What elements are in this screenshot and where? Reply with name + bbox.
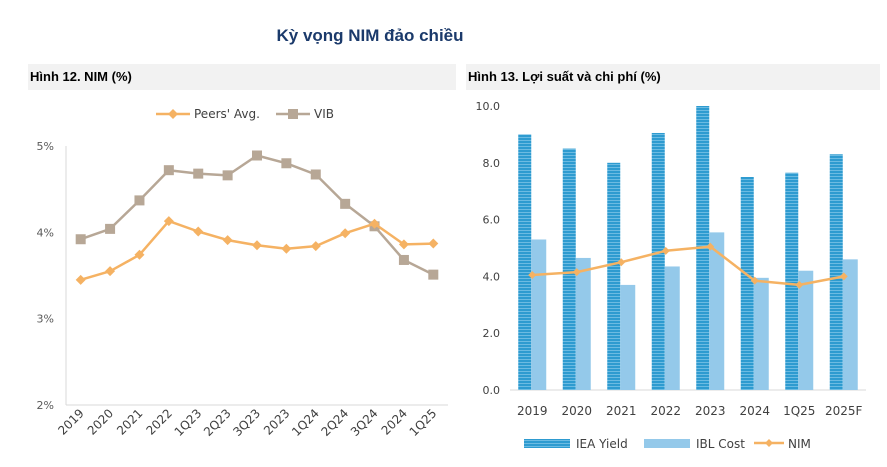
left-x-tick-label: 1Q23 — [172, 406, 205, 439]
legend-vib-label: VIB — [314, 107, 334, 121]
vib-point — [222, 170, 233, 181]
vib-point — [134, 195, 145, 206]
figure-13-title: Hình 13. Lợi suất và chi phí (%) — [468, 69, 661, 84]
peers-point — [193, 226, 204, 237]
right-y-tick-label: 10.0 — [476, 100, 501, 113]
ibl-bar — [531, 239, 547, 390]
vib-point — [398, 254, 409, 265]
right-y-tick-label: 0.0 — [483, 384, 501, 397]
legend-peers-marker — [168, 109, 178, 119]
nim-point — [661, 246, 670, 255]
right-y-tick-label: 8.0 — [483, 157, 501, 170]
iea-bar — [562, 148, 576, 390]
peers-point — [75, 274, 86, 285]
peers-point — [310, 241, 321, 252]
nim-series-line — [532, 245, 845, 287]
peers-point — [369, 218, 380, 229]
iea-bar — [607, 162, 621, 390]
nim-point — [839, 272, 848, 281]
iea-bar — [785, 172, 799, 390]
legend-nim-marker — [765, 439, 773, 447]
ibl-bar — [620, 284, 636, 390]
figure-13-header: Hình 13. Lợi suất và chi phí (%) — [466, 64, 880, 90]
left-x-tick-label: 2021 — [114, 406, 145, 437]
nim-point — [528, 270, 537, 279]
right-x-tick-label: 2022 — [650, 404, 681, 418]
vib-point — [428, 269, 439, 280]
vib-point — [75, 234, 86, 245]
iea-bar — [518, 134, 532, 390]
right-x-tick-label: 2021 — [606, 404, 637, 418]
legend-ibl-label: IBL Cost — [696, 437, 745, 451]
peers-point — [134, 249, 145, 260]
legend-ibl-swatch — [644, 439, 690, 448]
nim-point — [572, 268, 581, 277]
right-y-tick-label: 2.0 — [483, 327, 501, 340]
right-x-tick-label: 1Q25 — [783, 404, 815, 418]
peers-point — [163, 216, 174, 227]
vib-point — [340, 198, 351, 209]
vib-point — [252, 150, 262, 161]
right-x-tick-label: 2020 — [561, 404, 592, 418]
peers-point — [398, 239, 409, 250]
legend-iea-label: IEA Yield — [576, 437, 628, 451]
right-y-tick-label: 4.0 — [483, 270, 501, 283]
peers-series-line — [80, 219, 434, 281]
ibl-bar — [842, 259, 858, 390]
right-y-tick-label: 6.0 — [483, 214, 501, 227]
vib-point — [163, 165, 174, 176]
peers-point — [340, 228, 351, 239]
figure-12-header: Hình 12. NIM (%) — [28, 64, 456, 90]
left-x-tick-label: 3Q23 — [230, 406, 263, 439]
ibl-bar — [575, 257, 591, 390]
left-x-tick-label: 2Q24 — [318, 406, 351, 439]
left-x-tick-label: 1Q25 — [407, 406, 440, 439]
peers-point — [252, 240, 262, 251]
left-y-tick-label: 3% — [37, 313, 54, 326]
nim-point — [617, 258, 626, 267]
nim-point — [795, 280, 804, 289]
ibl-bar — [709, 232, 725, 390]
ibl-bar — [664, 266, 680, 390]
left-x-tick-label: 1Q24 — [289, 406, 322, 439]
right-x-tick-label: 2024 — [739, 404, 770, 418]
left-y-tick-label: 4% — [37, 226, 54, 239]
left-y-tick-label: 2% — [37, 399, 54, 412]
legend-nim-label: NIM — [788, 437, 811, 451]
page-title: Kỳ vọng NIM đảo chiều — [276, 26, 464, 45]
ibl-bar — [753, 277, 769, 390]
nim-point — [706, 242, 715, 251]
iea-bar — [829, 154, 843, 390]
legend-vib-marker — [288, 109, 298, 119]
left-x-tick-label: 2020 — [85, 406, 116, 437]
vib-point — [281, 158, 292, 169]
peers-point — [428, 238, 439, 249]
legend-iea-swatch — [524, 439, 570, 448]
vib-point — [193, 168, 204, 179]
left-x-tick-label: 2Q23 — [201, 406, 234, 439]
left-x-tick-label: 2023 — [261, 406, 292, 437]
peers-point — [105, 266, 116, 277]
iea-bar — [651, 132, 665, 391]
legend-peers-label: Peers' Avg. — [194, 107, 260, 121]
left-x-tick-label: 2022 — [143, 406, 174, 437]
left-x-tick-label: 2024 — [379, 406, 410, 437]
iea-bar — [740, 177, 754, 390]
right-x-tick-label: 2023 — [695, 404, 726, 418]
right-x-tick-label: 2025F — [825, 404, 863, 418]
left-x-tick-label: 2019 — [55, 406, 86, 437]
ibl-bar — [798, 270, 814, 390]
figure-12-title: Hình 12. NIM (%) — [30, 69, 132, 84]
vib-point — [105, 223, 116, 234]
left-y-tick-label: 5% — [37, 140, 54, 153]
right-x-tick-label: 2019 — [517, 404, 548, 418]
peers-point — [222, 235, 233, 246]
peers-point — [281, 243, 292, 254]
vib-point — [310, 169, 321, 180]
nim-point — [750, 276, 759, 285]
left-x-tick-label: 3Q24 — [348, 406, 381, 439]
